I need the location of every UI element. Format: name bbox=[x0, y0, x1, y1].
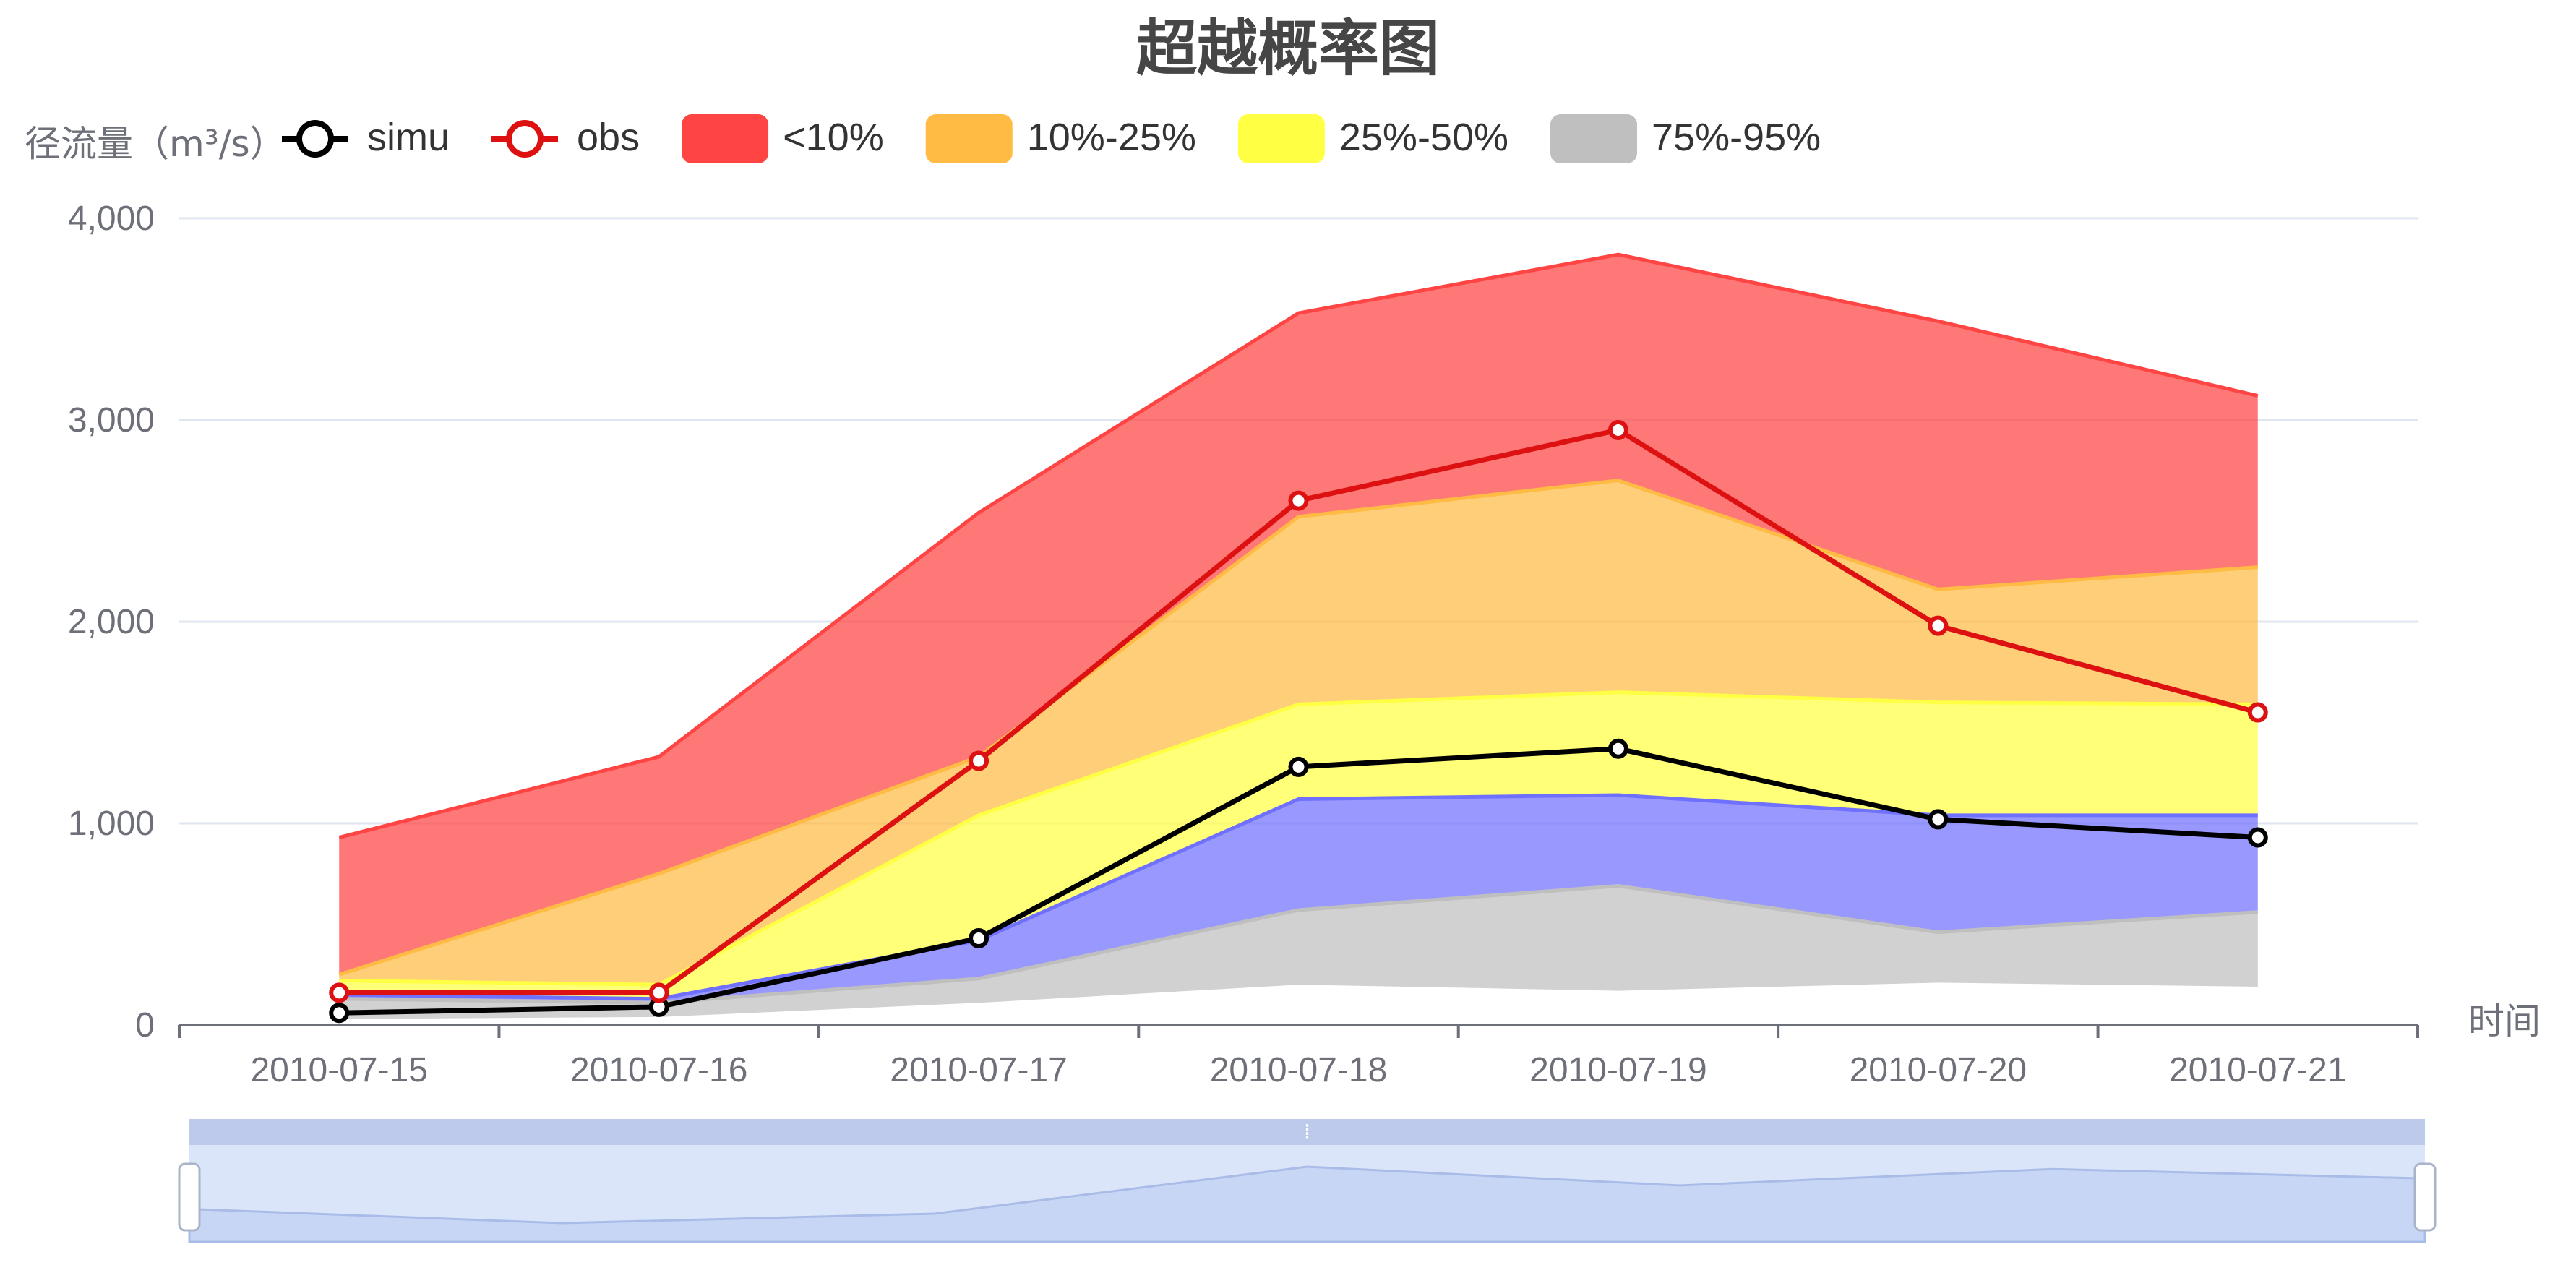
data-point-simu[interactable] bbox=[329, 1003, 350, 1024]
band-area bbox=[339, 794, 2258, 1003]
data-point-simu[interactable] bbox=[1607, 738, 1628, 759]
x-tick-label: 2010-07-19 bbox=[1529, 1051, 1707, 1089]
y-tick-label: 1,000 bbox=[68, 805, 155, 843]
y-tick-label: 4,000 bbox=[68, 200, 155, 238]
legend-label[interactable]: simu bbox=[367, 116, 450, 159]
legend-swatch-icon bbox=[682, 114, 769, 163]
legend-label[interactable]: 75%-95% bbox=[1652, 116, 1821, 159]
legend-label[interactable]: 10%-25% bbox=[1027, 116, 1196, 159]
data-point-simu[interactable] bbox=[1288, 756, 1309, 777]
legend-marker-icon bbox=[506, 120, 544, 158]
legend-swatch-icon bbox=[1550, 114, 1637, 163]
data-point-simu[interactable] bbox=[1928, 809, 1949, 830]
x-tick-label: 2010-07-20 bbox=[1850, 1051, 2027, 1089]
data-zoom-slider[interactable]: ⁞ bbox=[178, 1119, 2437, 1243]
data-point-simu[interactable] bbox=[969, 928, 989, 949]
data-point-simu[interactable] bbox=[2247, 827, 2268, 848]
band-edge bbox=[338, 479, 2258, 977]
probability-bands bbox=[338, 252, 2259, 1019]
data-point-obs[interactable] bbox=[329, 982, 350, 1003]
legend-swatch-icon bbox=[1237, 114, 1325, 163]
legend: simu obs <10% 10%-25% 25%-50% 75%-95% bbox=[282, 114, 1821, 163]
series-lines bbox=[329, 419, 2268, 1024]
legend-label[interactable]: <10% bbox=[783, 116, 884, 159]
band-area bbox=[339, 480, 2258, 985]
chart-title: 超越概率图 bbox=[1136, 13, 1440, 84]
zoom-move-bar[interactable] bbox=[189, 1119, 2425, 1145]
legend-label[interactable]: 25%-50% bbox=[1339, 116, 1508, 159]
band-edge bbox=[338, 252, 2259, 839]
data-point-obs[interactable] bbox=[969, 750, 989, 771]
x-axis-label: 时间 bbox=[2468, 1000, 2541, 1042]
zoom-handle-left[interactable] bbox=[178, 1162, 201, 1232]
data-point-obs[interactable] bbox=[648, 982, 669, 1003]
x-tick-label: 2010-07-16 bbox=[570, 1051, 748, 1089]
zoom-handle-right[interactable] bbox=[2413, 1162, 2437, 1232]
x-tick-label: 2010-07-18 bbox=[1210, 1051, 1388, 1089]
data-point-obs[interactable] bbox=[1288, 490, 1309, 511]
y-tick-label: 3,000 bbox=[68, 401, 155, 439]
legend-swatch-icon bbox=[925, 114, 1013, 163]
y-axis-label: 径流量（m³/s） bbox=[25, 123, 286, 165]
data-point-obs[interactable] bbox=[1607, 419, 1628, 440]
y-tick-label: 0 bbox=[135, 1006, 155, 1045]
legend-label[interactable]: obs bbox=[577, 116, 640, 159]
data-point-obs[interactable] bbox=[2247, 702, 2268, 723]
x-tick-label: 2010-07-21 bbox=[2169, 1051, 2347, 1089]
legend-marker-icon bbox=[296, 120, 334, 158]
data-point-obs[interactable] bbox=[1928, 615, 1949, 636]
x-tick-label: 2010-07-15 bbox=[250, 1051, 428, 1089]
band-area bbox=[339, 886, 2258, 1019]
band-area bbox=[339, 254, 2258, 975]
y-tick-label: 2,000 bbox=[68, 603, 155, 641]
axes: 0 1,000 2,000 3,000 4,000 2010-07-15 2010-07-1… bbox=[68, 200, 2419, 1089]
x-tick-label: 2010-07-17 bbox=[890, 1051, 1068, 1089]
band-area bbox=[339, 692, 2258, 999]
zoom-grip-icon: ⁞ bbox=[1304, 1120, 1311, 1145]
